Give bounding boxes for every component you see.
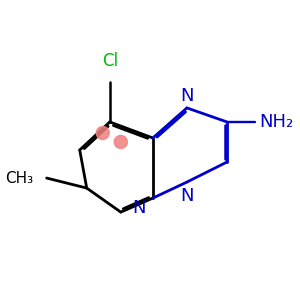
- Text: N: N: [180, 187, 194, 205]
- Text: N: N: [132, 199, 146, 217]
- Text: N: N: [180, 87, 194, 105]
- Text: CH₃: CH₃: [5, 171, 34, 186]
- Circle shape: [114, 136, 127, 148]
- Circle shape: [96, 127, 109, 140]
- Text: NH₂: NH₂: [259, 113, 293, 131]
- Text: Cl: Cl: [102, 52, 118, 70]
